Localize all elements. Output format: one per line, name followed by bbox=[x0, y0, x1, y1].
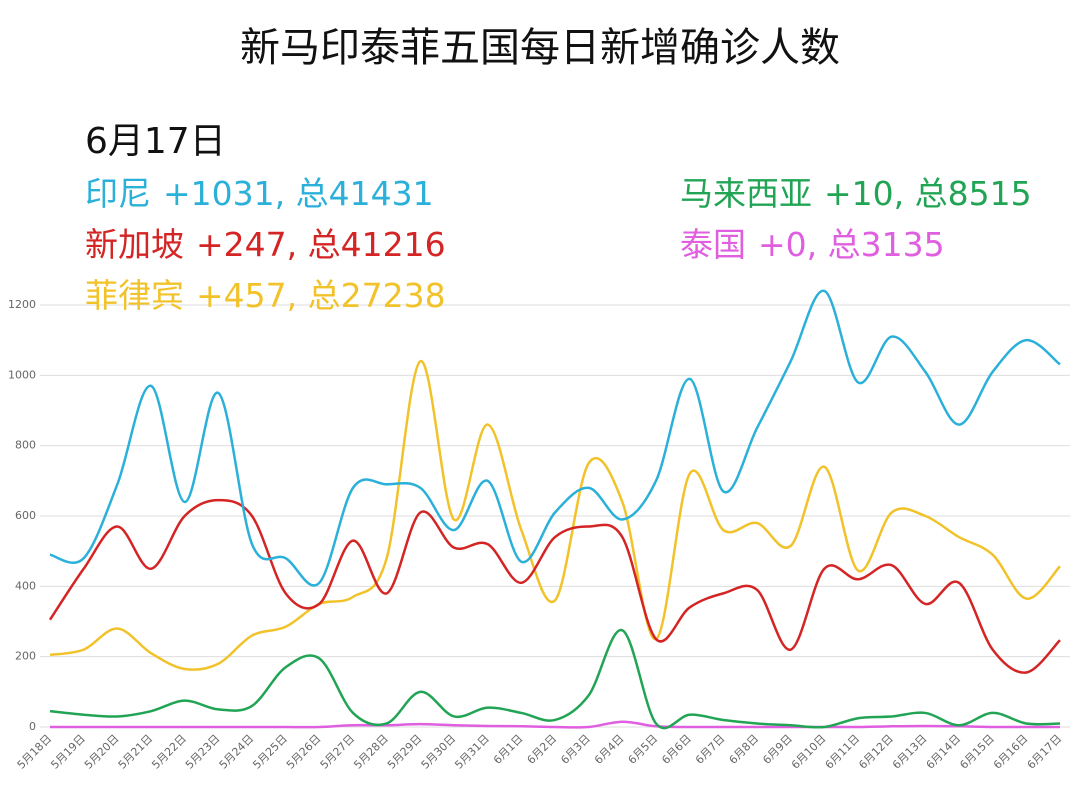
legend-entry: 菲律宾 +457, 总27238 bbox=[85, 276, 446, 315]
x-tick-label: 6月15日 bbox=[957, 732, 997, 772]
y-tick-label: 1000 bbox=[8, 368, 36, 381]
legend-summary: +0, 总3135 bbox=[758, 225, 945, 264]
x-tick-label: 5月25日 bbox=[250, 732, 290, 772]
x-tick-label: 6月7日 bbox=[693, 732, 728, 767]
y-tick-label: 400 bbox=[15, 579, 36, 592]
legend-entry: 印尼 +1031, 总41431 bbox=[85, 174, 434, 213]
legend-summary: +457, 总27238 bbox=[196, 276, 446, 315]
x-tick-label: 5月27日 bbox=[318, 732, 358, 772]
series-line bbox=[49, 720, 1060, 729]
x-tick-label: 5月22日 bbox=[149, 732, 189, 772]
y-tick-label: 600 bbox=[15, 509, 36, 522]
x-tick-label: 5月31日 bbox=[452, 732, 492, 772]
x-tick-label: 6月10日 bbox=[789, 732, 829, 772]
legend-name: 马来西亚 bbox=[680, 174, 812, 213]
x-tick-label: 6月17日 bbox=[1025, 732, 1065, 772]
x-tick-label: 5月26日 bbox=[284, 732, 324, 772]
chart-title: 新马印泰菲五国每日新增确诊人数 bbox=[240, 25, 840, 71]
x-tick-label: 6月13日 bbox=[890, 732, 930, 772]
x-tick-label: 5月23日 bbox=[183, 732, 223, 772]
legend-entry: 泰国 +0, 总3135 bbox=[680, 225, 945, 264]
x-tick-label: 5月24日 bbox=[217, 732, 257, 772]
x-tick-label: 5月19日 bbox=[48, 732, 88, 772]
x-tick-label: 5月29日 bbox=[385, 732, 425, 772]
series-line bbox=[49, 289, 1061, 587]
legend-name: 泰国 bbox=[680, 225, 746, 264]
x-tick-label: 5月30日 bbox=[419, 732, 459, 772]
y-tick-label: 0 bbox=[29, 720, 36, 733]
legend-summary: +247, 总41216 bbox=[196, 225, 446, 264]
y-tick-label: 1200 bbox=[8, 298, 36, 311]
legend-summary: +10, 总8515 bbox=[824, 174, 1032, 213]
x-tick-label: 6月2日 bbox=[525, 732, 560, 767]
x-tick-label: 6月5日 bbox=[626, 732, 661, 767]
x-tick-label: 6月14日 bbox=[924, 732, 964, 772]
series-line bbox=[48, 498, 1061, 674]
legend-name: 新加坡 bbox=[85, 225, 184, 264]
x-tick-label: 5月28日 bbox=[351, 732, 391, 772]
y-tick-label: 200 bbox=[15, 650, 36, 663]
date-label: 6月17日 bbox=[85, 121, 226, 162]
legend: 印尼 +1031, 总41431 新加坡 +247, 总41216 菲律宾 +457, 总… bbox=[85, 174, 1032, 315]
x-tick-label: 6月8日 bbox=[727, 732, 762, 767]
series-line bbox=[49, 629, 1061, 730]
y-tick-label: 800 bbox=[15, 439, 36, 452]
x-tick-label: 5月21日 bbox=[116, 732, 156, 772]
x-tick-label: 6月3日 bbox=[558, 732, 593, 767]
series-line bbox=[49, 359, 1061, 671]
legend-summary: +1031, 总41431 bbox=[163, 174, 434, 213]
plot-area: 0 200 400 600 800 1000 1200 5月18日5月19日5月20日5月21… bbox=[8, 289, 1070, 772]
legend-entry: 马来西亚 +10, 总8515 bbox=[680, 174, 1032, 213]
legend-entry: 新加坡 +247, 总41216 bbox=[85, 225, 446, 264]
x-tick-label: 6月4日 bbox=[592, 732, 627, 767]
legend-name: 菲律宾 bbox=[85, 276, 184, 315]
legend-name: 印尼 bbox=[85, 174, 151, 213]
x-tick-label: 5月18日 bbox=[15, 732, 55, 772]
x-tick-label: 5月20日 bbox=[82, 732, 122, 772]
x-tick-label: 6月6日 bbox=[659, 732, 694, 767]
x-tick-label: 6月16日 bbox=[991, 732, 1031, 772]
x-tick-label: 6月11日 bbox=[823, 732, 863, 772]
x-tick-label: 6月12日 bbox=[856, 732, 896, 772]
x-tick-label: 6月1日 bbox=[491, 732, 526, 767]
